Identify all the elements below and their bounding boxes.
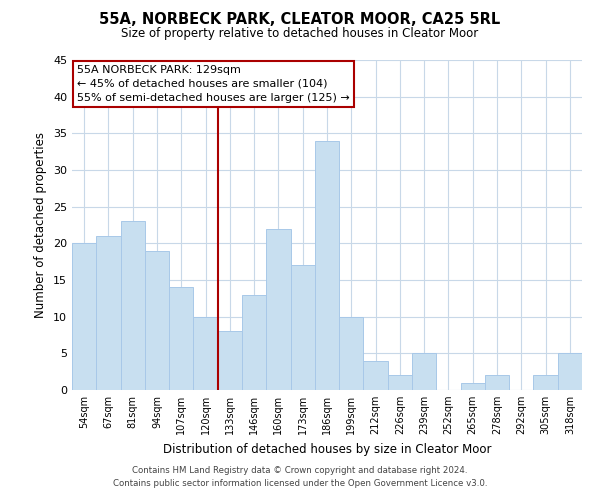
Bar <box>533 376 558 390</box>
Bar <box>121 222 145 390</box>
Bar <box>388 376 412 390</box>
Text: Size of property relative to detached houses in Cleator Moor: Size of property relative to detached ho… <box>121 28 479 40</box>
Bar <box>145 250 169 390</box>
Bar <box>169 288 193 390</box>
Bar <box>558 354 582 390</box>
Bar <box>485 376 509 390</box>
Bar <box>315 140 339 390</box>
Bar <box>266 228 290 390</box>
Text: Contains HM Land Registry data © Crown copyright and database right 2024.
Contai: Contains HM Land Registry data © Crown c… <box>113 466 487 487</box>
Bar <box>242 294 266 390</box>
Bar <box>193 316 218 390</box>
Text: 55A NORBECK PARK: 129sqm
← 45% of detached houses are smaller (104)
55% of semi-: 55A NORBECK PARK: 129sqm ← 45% of detach… <box>77 65 350 103</box>
Text: 55A, NORBECK PARK, CLEATOR MOOR, CA25 5RL: 55A, NORBECK PARK, CLEATOR MOOR, CA25 5R… <box>100 12 500 28</box>
Bar <box>290 266 315 390</box>
X-axis label: Distribution of detached houses by size in Cleator Moor: Distribution of detached houses by size … <box>163 442 491 456</box>
Bar <box>461 382 485 390</box>
Bar <box>218 332 242 390</box>
Bar <box>412 354 436 390</box>
Bar <box>364 360 388 390</box>
Y-axis label: Number of detached properties: Number of detached properties <box>34 132 47 318</box>
Bar <box>96 236 121 390</box>
Bar <box>72 244 96 390</box>
Bar <box>339 316 364 390</box>
